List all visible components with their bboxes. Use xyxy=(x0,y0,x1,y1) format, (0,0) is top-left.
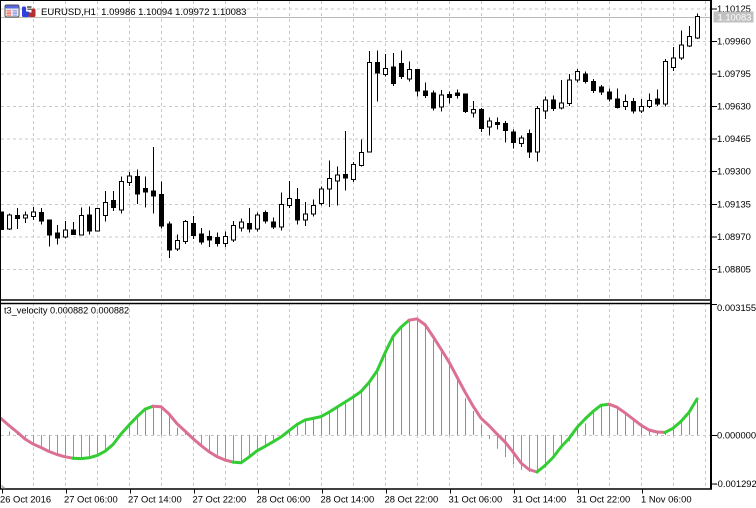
svg-text:0.000000: 0.000000 xyxy=(717,429,756,440)
svg-text:31 Oct 06:00: 31 Oct 06:00 xyxy=(449,493,503,504)
svg-text:t3_velocity 0.000882 0.000882: t3_velocity 0.000882 0.000882 xyxy=(4,306,129,316)
svg-text:26 Oct 2016: 26 Oct 2016 xyxy=(0,493,51,504)
svg-text:-0.001292: -0.001292 xyxy=(715,478,756,489)
svg-text:31 Oct 22:00: 31 Oct 22:00 xyxy=(577,493,631,504)
svg-text:28 Oct 06:00: 28 Oct 06:00 xyxy=(257,493,311,504)
svg-text:1 Nov 06:00: 1 Nov 06:00 xyxy=(641,493,692,504)
svg-text:1.09795: 1.09795 xyxy=(717,68,751,79)
svg-text:EURUSD,H1 1.09986 1.10094 1.0: EURUSD,H1 1.09986 1.10094 1.09972 1.1008… xyxy=(41,7,246,18)
svg-text:28 Oct 14:00: 28 Oct 14:00 xyxy=(321,493,375,504)
svg-text:28 Oct 22:00: 28 Oct 22:00 xyxy=(385,493,439,504)
svg-text:31 Oct 14:00: 31 Oct 14:00 xyxy=(513,493,567,504)
svg-text:1.08970: 1.08970 xyxy=(717,231,751,242)
svg-text:27 Oct 06:00: 27 Oct 06:00 xyxy=(64,493,118,504)
svg-text:1.09960: 1.09960 xyxy=(717,35,751,46)
svg-text:27 Oct 22:00: 27 Oct 22:00 xyxy=(193,493,247,504)
svg-text:1.10125: 1.10125 xyxy=(717,3,751,14)
svg-text:1.09135: 1.09135 xyxy=(717,198,751,209)
svg-text:1.09465: 1.09465 xyxy=(717,133,751,144)
svg-text:27 Oct 14:00: 27 Oct 14:00 xyxy=(128,493,182,504)
svg-text:0.003155: 0.003155 xyxy=(717,302,756,313)
svg-text:1.10083: 1.10083 xyxy=(718,12,752,23)
svg-text:1.09630: 1.09630 xyxy=(717,100,751,111)
svg-text:1.09300: 1.09300 xyxy=(717,165,751,176)
svg-text:1.08805: 1.08805 xyxy=(717,263,751,274)
